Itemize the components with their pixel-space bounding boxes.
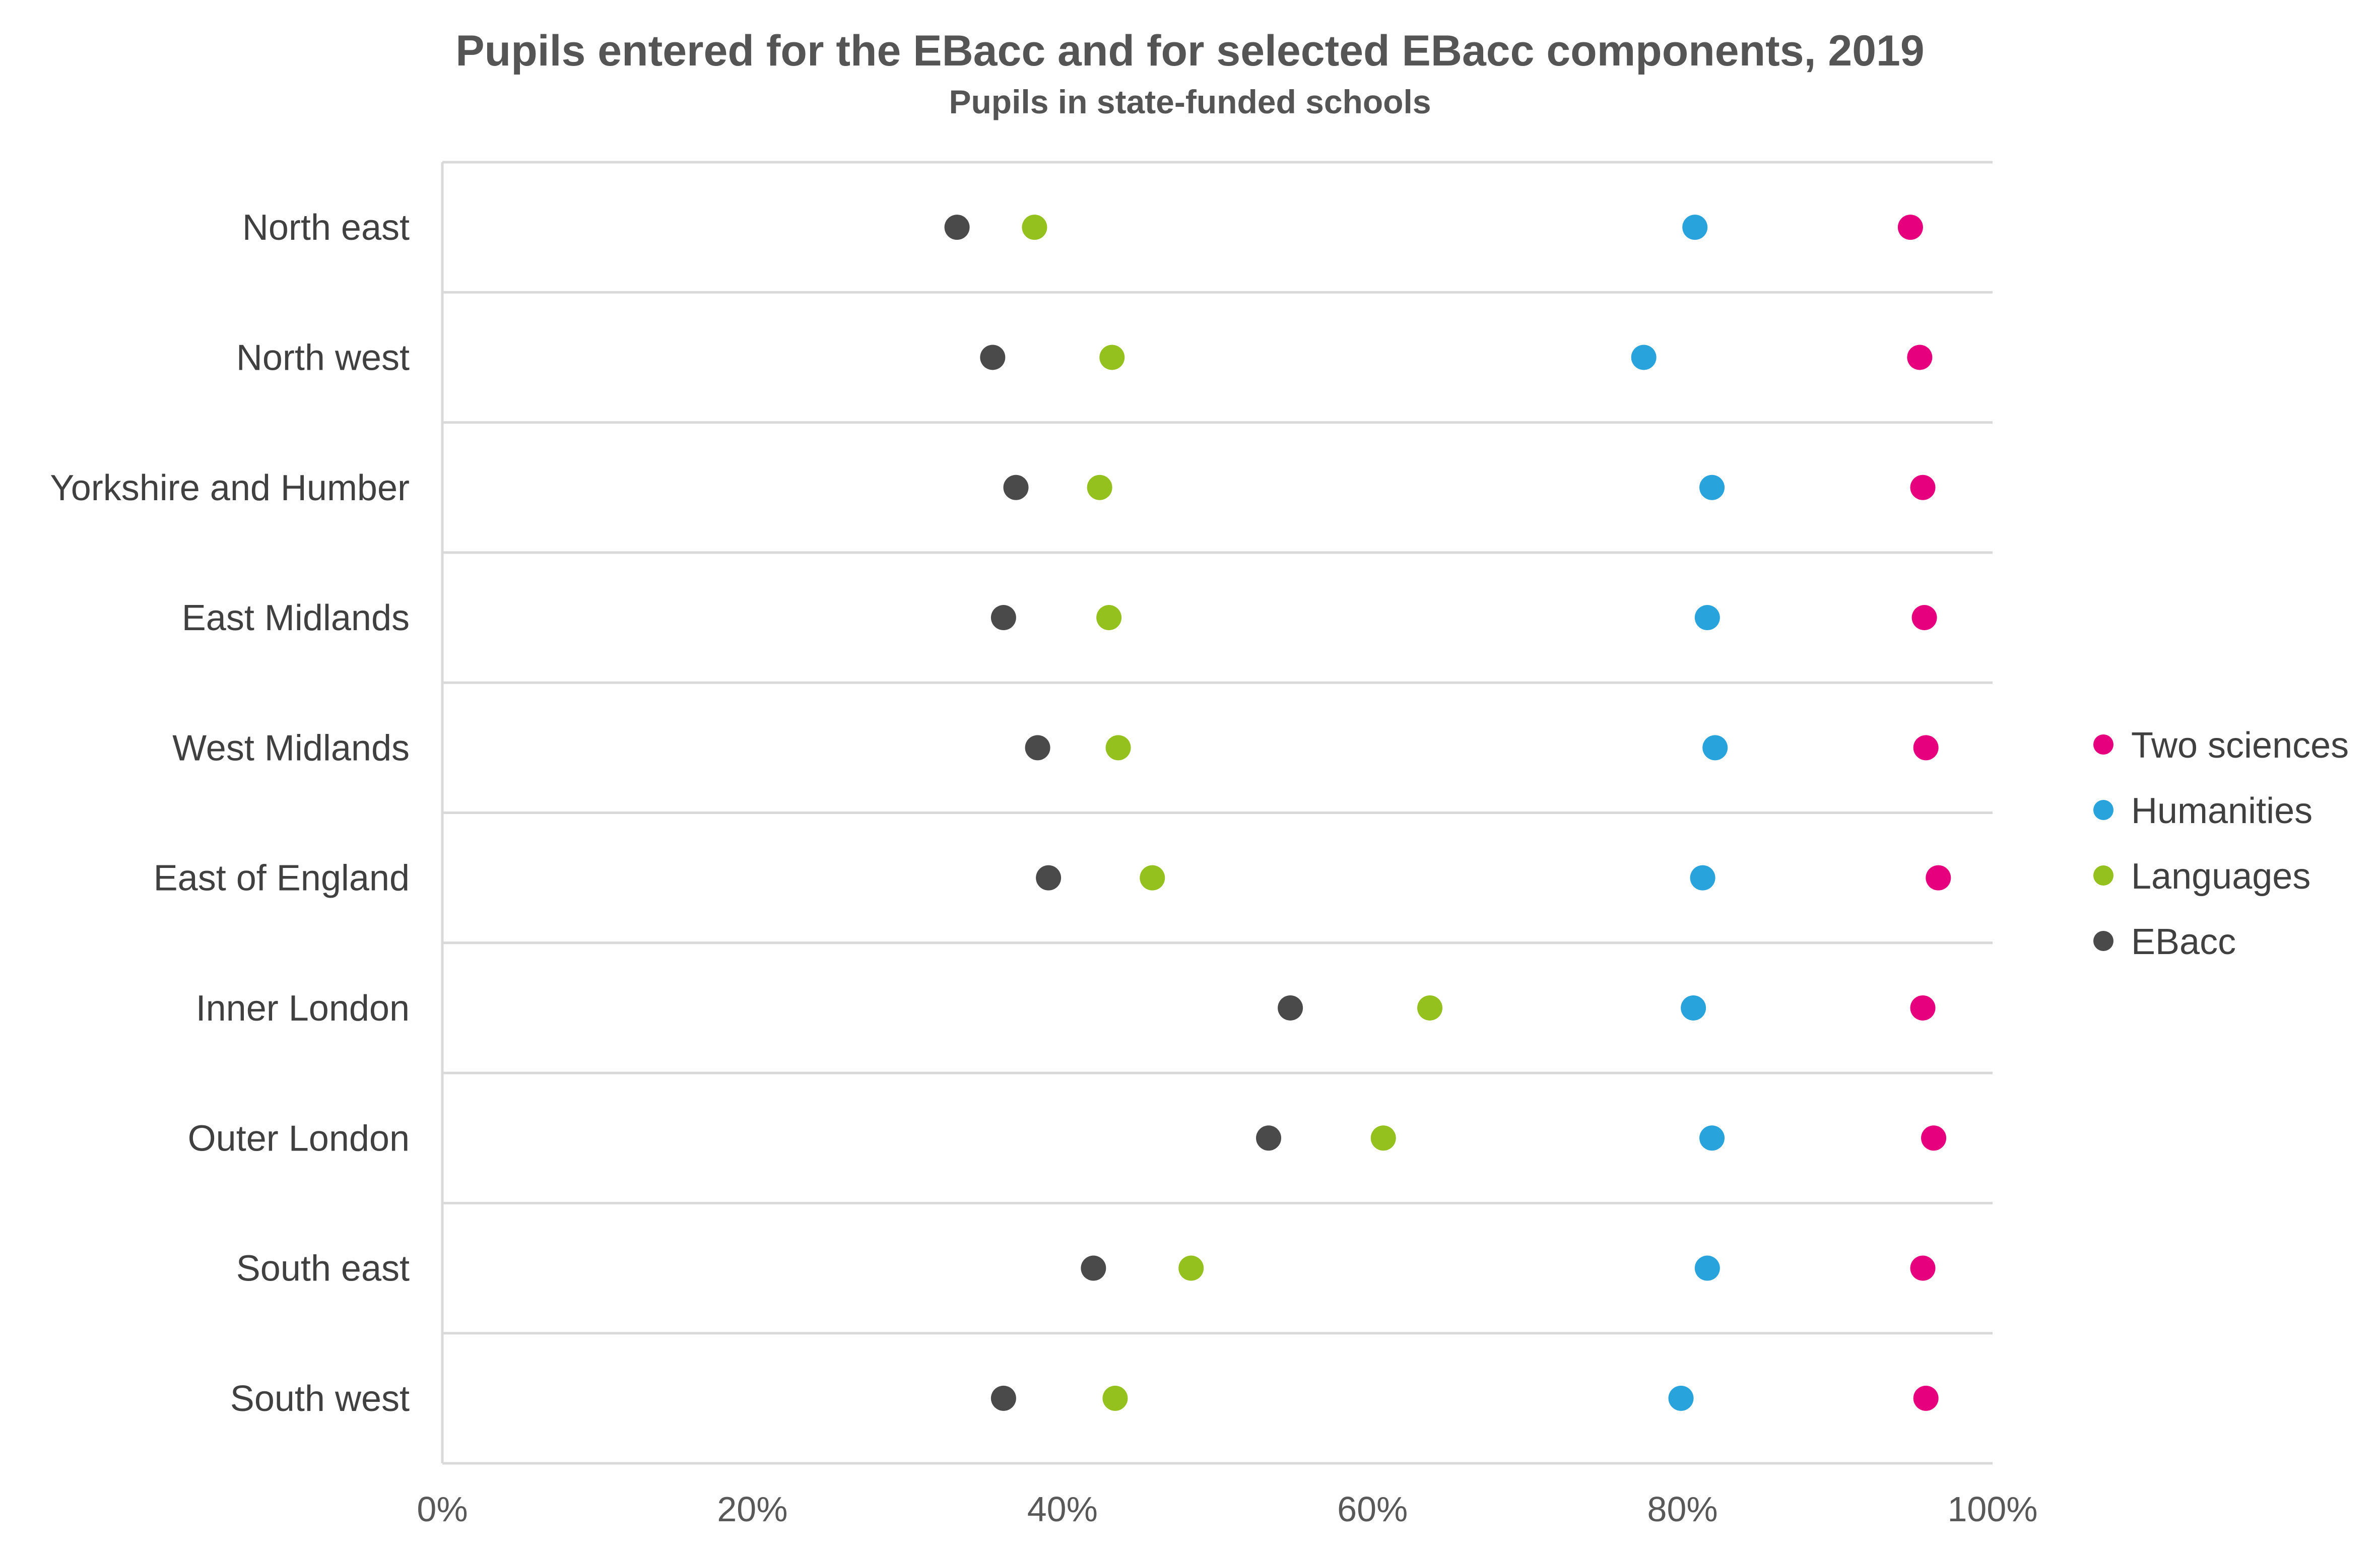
data-point-humanities [1631,345,1657,370]
data-point-languages [1105,735,1131,761]
data-point-two-sciences [1907,345,1933,370]
data-point-languages [1096,605,1122,631]
x-tick-label: 60% [1337,1490,1408,1529]
data-points [944,215,1951,1411]
category-labels: North east North west Yorkshire and Humber… [50,208,410,1419]
x-tick-label: 0% [417,1490,468,1529]
legend-label: Two sciences [2131,725,2349,766]
category-label: West Midlands [172,728,410,768]
data-point-languages [1087,475,1112,500]
data-point-ebacc [1025,735,1050,761]
data-point-humanities [1702,735,1728,761]
data-point-ebacc [1081,1255,1106,1281]
legend-label: Languages [2131,856,2310,897]
data-point-humanities [1681,995,1706,1021]
category-label: North east [242,208,410,248]
data-point-languages [1178,1255,1204,1281]
legend: Two sciences Humanities Languages EBacc [2093,725,2349,962]
category-label: Outer London [188,1118,410,1159]
data-point-two-sciences [1926,865,1951,891]
category-label: Yorkshire and Humber [50,468,410,508]
category-label: Inner London [196,988,410,1029]
data-point-ebacc [1278,995,1303,1021]
data-point-languages [1370,1125,1396,1151]
data-point-humanities [1699,475,1725,500]
data-point-ebacc [980,345,1006,370]
data-point-humanities [1668,1385,1694,1411]
data-point-ebacc [990,605,1016,631]
data-point-languages [1140,865,1165,891]
chart-subtitle: Pupils in state-funded schools [949,83,1431,120]
legend-label: Humanities [2131,791,2312,831]
legend-marker [2093,734,2113,755]
data-point-humanities [1694,605,1720,631]
data-point-ebacc [1003,475,1029,500]
legend-marker [2093,931,2113,951]
legend-marker [2093,800,2113,820]
chart-title: Pupils entered for the EBacc and for sel… [455,27,1924,75]
data-point-humanities [1682,215,1708,240]
category-label: South east [236,1249,410,1289]
x-tick-label: 20% [717,1490,787,1529]
data-point-two-sciences [1910,1255,1936,1281]
legend-marker [2093,865,2113,886]
data-point-two-sciences [1913,735,1939,761]
category-label: North west [236,337,410,378]
data-point-humanities [1690,865,1715,891]
data-point-ebacc [1036,865,1062,891]
data-point-humanities [1699,1125,1725,1151]
data-point-two-sciences [1897,215,1923,240]
x-tick-label: 40% [1027,1490,1098,1529]
data-point-ebacc [1256,1125,1282,1151]
data-point-languages [1022,215,1047,240]
data-point-languages [1417,995,1443,1021]
data-point-ebacc [944,215,970,240]
data-point-two-sciences [1910,475,1936,500]
data-point-two-sciences [1910,995,1936,1021]
legend-label: EBacc [2131,922,2236,962]
data-point-languages [1102,1385,1128,1411]
category-label: East of England [154,858,410,899]
data-point-ebacc [990,1385,1016,1411]
data-point-two-sciences [1911,605,1937,631]
data-point-languages [1099,345,1125,370]
category-label: South west [230,1379,410,1419]
x-tick-label: 100% [1947,1490,2037,1529]
category-label: East Midlands [182,598,410,638]
data-point-two-sciences [1913,1385,1939,1411]
x-axis-tick-labels: 0% 20% 40% 60% 80% 100% [417,1490,2037,1529]
data-point-humanities [1694,1255,1720,1281]
x-tick-label: 80% [1647,1490,1718,1529]
data-point-two-sciences [1921,1125,1947,1151]
grid-lines [441,161,1993,1465]
